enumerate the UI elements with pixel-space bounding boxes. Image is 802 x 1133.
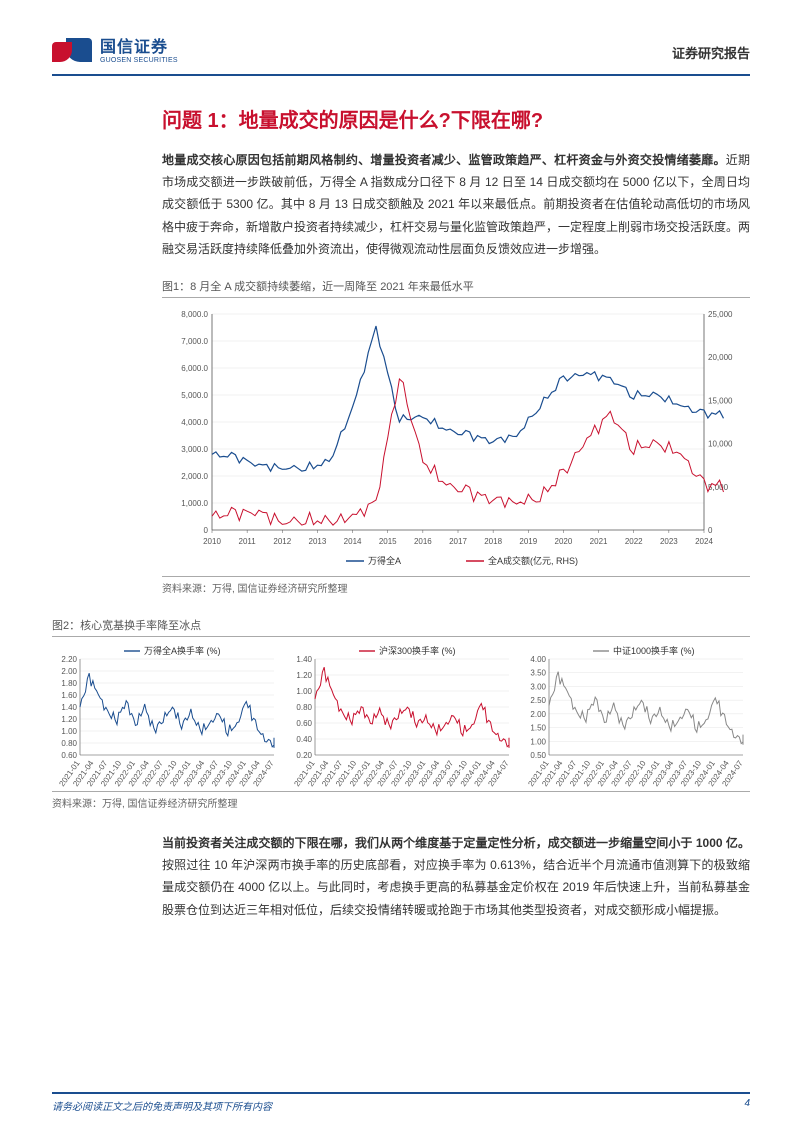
page-header: 国信证券 GUOSEN SECURITIES 证券研究报告	[52, 38, 750, 76]
svg-text:1.00: 1.00	[61, 727, 77, 736]
figure2-wrap: 图2：核心宽基换手率降至冰点 万得全A换手率 (%) 0.60 0.80 1.00 1.…	[52, 617, 750, 810]
para1-rest: 近期市场成交额进一步跌破前低，万得全 A 指数成分口径下 8 月 12 日至 1…	[162, 153, 750, 256]
svg-text:2024: 2024	[695, 537, 713, 546]
content-column: 问题 1：地量成交的原因是什么?下限在哪? 地量成交核心原因包括前期风格制约、增…	[52, 104, 750, 921]
section-title: 问题 1：地量成交的原因是什么?下限在哪?	[162, 104, 750, 133]
svg-text:1.00: 1.00	[296, 687, 312, 696]
svg-text:8,000.0: 8,000.0	[181, 310, 208, 319]
svg-text:全A成交额(亿元, RHS): 全A成交额(亿元, RHS)	[488, 555, 578, 566]
figure1-svg: 0 1,000.0 2,000.0 3,000.0 4,000.0 5,000.0 6,00…	[162, 302, 750, 572]
svg-text:2023: 2023	[660, 537, 678, 546]
svg-text:2.20: 2.20	[61, 655, 77, 664]
svg-text:2.50: 2.50	[531, 696, 547, 705]
svg-text:1.50: 1.50	[531, 724, 547, 733]
svg-text:2.00: 2.00	[61, 667, 77, 676]
svg-text:4,000.0: 4,000.0	[181, 418, 208, 427]
figure2-source: 资料来源：万得, 国信证券经济研究所整理	[52, 791, 750, 810]
footer-disclaimer: 请务必阅读正文之后的免责声明及其项下所有内容	[52, 1098, 272, 1113]
svg-text:0.80: 0.80	[296, 703, 312, 712]
figure2-panel-1: 沪深300换手率 (%) 0.20 0.40 0.60 0.80 1.00 1.20 1.40…	[287, 641, 516, 791]
svg-text:0.40: 0.40	[296, 735, 312, 744]
figure2-caption: 图2：核心宽基换手率降至冰点	[52, 617, 750, 637]
svg-text:0.60: 0.60	[61, 751, 77, 760]
company-name-cn: 国信证券	[100, 39, 178, 57]
svg-text:2010: 2010	[203, 537, 221, 546]
svg-text:2011: 2011	[239, 537, 257, 546]
svg-text:1.40: 1.40	[296, 655, 312, 664]
paragraph-2: 当前投资者关注成交额的下限在哪，我们从两个维度基于定量定性分析，成交额进一步缩量…	[162, 832, 750, 921]
svg-text:2016: 2016	[414, 537, 432, 546]
svg-text:0.50: 0.50	[531, 751, 547, 760]
svg-text:2014: 2014	[344, 537, 362, 546]
svg-text:2022: 2022	[625, 537, 643, 546]
svg-text:15,000: 15,000	[708, 396, 733, 405]
svg-text:0: 0	[204, 526, 209, 535]
svg-text:2015: 2015	[379, 537, 397, 546]
logo-icon	[52, 38, 92, 66]
svg-text:2021: 2021	[590, 537, 608, 546]
svg-text:1.20: 1.20	[61, 715, 77, 724]
figure1-chart: 0 1,000.0 2,000.0 3,000.0 4,000.0 5,000.0 6,00…	[162, 302, 750, 572]
svg-text:2020: 2020	[555, 537, 573, 546]
svg-text:10,000: 10,000	[708, 440, 733, 449]
svg-text:5,000.0: 5,000.0	[181, 391, 208, 400]
para2-lead: 当前投资者关注成交额的下限在哪，我们从两个维度基于定量定性分析，成交额进一步缩量…	[162, 836, 750, 850]
svg-text:2012: 2012	[273, 537, 291, 546]
svg-text:沪深300换手率 (%): 沪深300换手率 (%)	[379, 645, 456, 656]
svg-text:25,000: 25,000	[708, 310, 733, 319]
svg-text:3.50: 3.50	[531, 669, 547, 678]
page-number: 4	[744, 1098, 750, 1113]
svg-text:1.20: 1.20	[296, 671, 312, 680]
para2-rest: 按照过往 10 年沪深两市换手率的历史底部看，对应换手率为 0.613%，结合近…	[162, 858, 750, 916]
page-footer: 请务必阅读正文之后的免责声明及其项下所有内容 4	[52, 1092, 750, 1113]
svg-text:0.60: 0.60	[296, 719, 312, 728]
svg-text:2013: 2013	[309, 537, 327, 546]
svg-text:3.00: 3.00	[531, 682, 547, 691]
figure2-panel-2: 中证1000换手率 (%) 0.50 1.00 1.50 2.00 2.50 3.00 3.5…	[521, 641, 750, 791]
svg-text:2017: 2017	[449, 537, 467, 546]
figure1-caption: 图1：8 月全 A 成交额持续萎缩，近一周降至 2021 年来最低水平	[162, 278, 750, 298]
svg-text:1.80: 1.80	[61, 679, 77, 688]
svg-text:0.80: 0.80	[61, 739, 77, 748]
svg-text:万得全A: 万得全A	[368, 555, 401, 566]
svg-text:6,000.0: 6,000.0	[181, 364, 208, 373]
figure1-source: 资料来源：万得, 国信证券经济研究所整理	[162, 576, 750, 595]
svg-text:3,000.0: 3,000.0	[181, 445, 208, 454]
svg-text:万得全A换手率 (%): 万得全A换手率 (%)	[144, 645, 221, 656]
svg-text:1.40: 1.40	[61, 703, 77, 712]
svg-text:2018: 2018	[484, 537, 502, 546]
svg-text:中证1000换手率 (%): 中证1000换手率 (%)	[613, 645, 695, 656]
paragraph-1: 地量成交核心原因包括前期风格制约、增量投资者减少、监管政策趋严、杠杆资金与外资交…	[162, 149, 750, 260]
report-type: 证券研究报告	[672, 43, 750, 62]
svg-text:2,000.0: 2,000.0	[181, 472, 208, 481]
company-name-en: GUOSEN SECURITIES	[100, 57, 178, 65]
svg-text:1.60: 1.60	[61, 691, 77, 700]
svg-text:2019: 2019	[519, 537, 537, 546]
svg-text:1.00: 1.00	[531, 737, 547, 746]
svg-text:0: 0	[708, 526, 713, 535]
svg-text:1,000.0: 1,000.0	[181, 499, 208, 508]
figure2-panels: 万得全A换手率 (%) 0.60 0.80 1.00 1.20 1.40 1.60 1.80 2…	[52, 641, 750, 791]
svg-text:2.00: 2.00	[531, 710, 547, 719]
figure2-panel-0: 万得全A换手率 (%) 0.60 0.80 1.00 1.20 1.40 1.60 1.80 2…	[52, 641, 281, 791]
svg-text:20,000: 20,000	[708, 353, 733, 362]
svg-text:4.00: 4.00	[531, 655, 547, 664]
para1-lead: 地量成交核心原因包括前期风格制约、增量投资者减少、监管政策趋严、杠杆资金与外资交…	[162, 153, 726, 167]
logo: 国信证券 GUOSEN SECURITIES	[52, 38, 178, 66]
svg-text:7,000.0: 7,000.0	[181, 337, 208, 346]
svg-text:0.20: 0.20	[296, 751, 312, 760]
